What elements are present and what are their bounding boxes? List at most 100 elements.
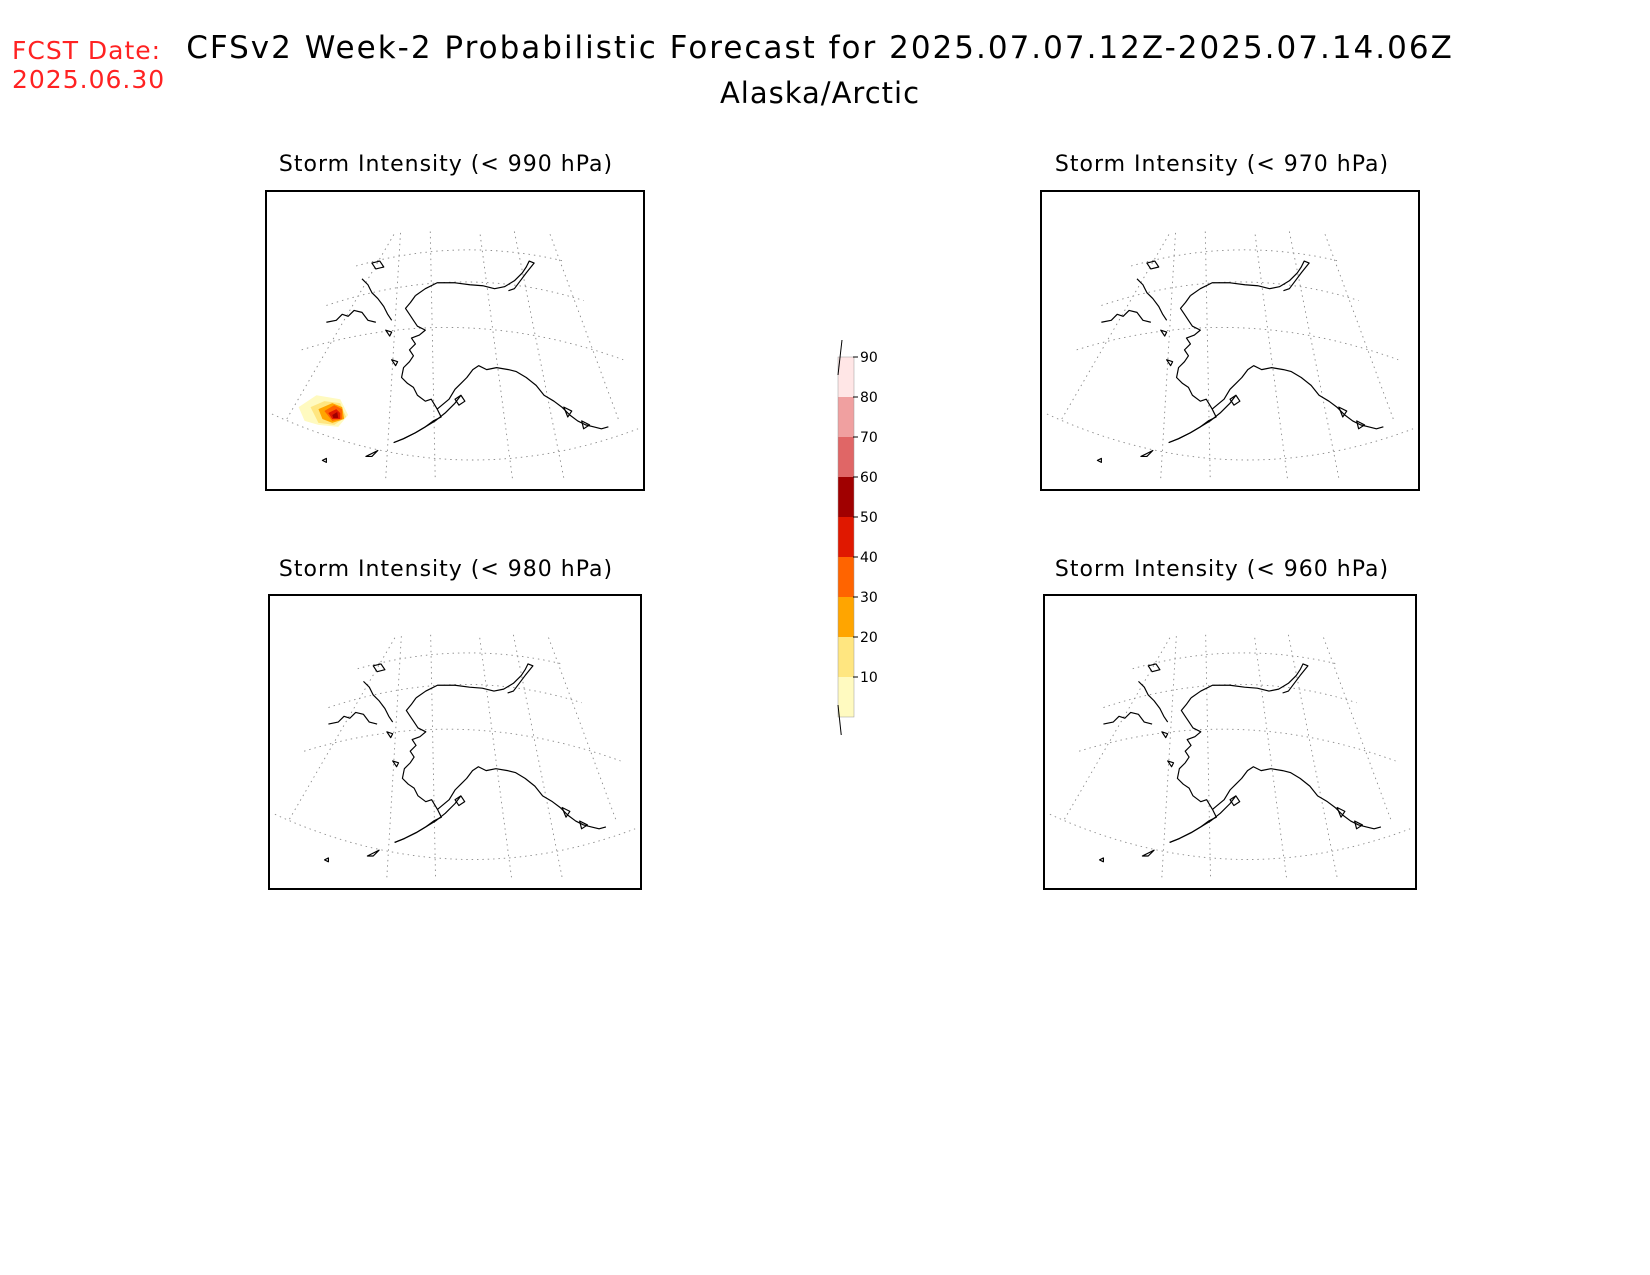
coastline — [561, 806, 571, 818]
lat-lon-gridline — [274, 813, 636, 860]
map-panel-990 — [265, 190, 645, 491]
coastline — [1229, 394, 1241, 406]
coastline — [1146, 260, 1160, 270]
coastline — [363, 680, 394, 723]
lat-lon-gridline — [1287, 634, 1338, 878]
coastline — [326, 309, 376, 323]
coastline — [1169, 697, 1217, 843]
lat-lon-gridline — [357, 652, 563, 670]
alaska-map-970 — [1046, 231, 1414, 479]
page-subtitle: Alaska/Arctic — [719, 76, 921, 110]
colorbar-swatch — [838, 357, 854, 397]
coastline — [361, 278, 393, 321]
coastline — [1101, 309, 1151, 323]
coastline — [1161, 731, 1169, 739]
lat-lon-gridline — [1046, 413, 1414, 461]
panel-title-960: Storm Intensity (< 960 hPa) — [1054, 557, 1390, 582]
colorbar-swatch — [838, 557, 854, 597]
coastline — [1169, 795, 1237, 843]
lat-lon-gridline — [429, 231, 436, 479]
lat-lon-gridline — [1323, 231, 1394, 420]
coastline — [385, 329, 393, 337]
colorbar-swatch — [838, 517, 854, 557]
probability-contour-60 — [332, 412, 339, 418]
coastline — [1190, 663, 1309, 699]
lat-lon-gridline — [1254, 231, 1288, 479]
coastline — [1147, 663, 1161, 673]
lat-lon-gridline — [547, 634, 617, 820]
colorbar-outline — [837, 356, 855, 718]
lat-lon-gridline — [478, 634, 512, 878]
lat-lon-gridline — [301, 327, 624, 361]
coastline — [454, 795, 466, 807]
alaska-map-990 — [271, 231, 639, 479]
panel-title-990: Storm Intensity (< 990 hPa) — [278, 152, 614, 177]
lat-lon-gridline — [1101, 281, 1359, 306]
lat-lon-gridline — [1049, 813, 1411, 860]
colorbar-tick-label: 30 — [860, 590, 878, 606]
colorbar-tick-label: 20 — [860, 630, 878, 646]
colorbar-tick-label: 50 — [860, 510, 878, 526]
coastline — [393, 394, 462, 444]
colorbar-tick-label: 10 — [860, 670, 878, 686]
coastline — [1166, 359, 1174, 367]
coastline — [394, 697, 442, 843]
lat-lon-gridline — [1076, 327, 1399, 361]
alaska-map-980 — [274, 634, 636, 878]
lat-lon-gridline — [479, 231, 513, 479]
forecast-date-label: FCST Date: 2025.06.30 — [12, 36, 165, 94]
colorbar-tick-label: 40 — [860, 550, 878, 566]
coastline — [328, 711, 378, 725]
panel-title-980: Storm Intensity (< 980 hPa) — [278, 557, 614, 582]
lat-lon-gridline — [1078, 728, 1396, 762]
coastline — [1103, 711, 1153, 725]
coastline — [563, 406, 573, 418]
lat-lon-gridline — [1130, 249, 1339, 267]
lat-lon-gridline — [1205, 634, 1211, 878]
lat-lon-gridline — [1204, 231, 1211, 479]
lat-lon-gridline — [1288, 231, 1340, 479]
coastline — [1098, 857, 1105, 863]
coastline — [1190, 260, 1310, 297]
coastline — [579, 820, 589, 830]
coastline — [386, 731, 394, 739]
coastline — [1336, 806, 1346, 818]
colorbar-tick-label: 90 — [860, 350, 878, 366]
coastline — [415, 663, 534, 699]
coastline — [371, 260, 385, 270]
lat-lon-gridline — [1132, 652, 1338, 670]
colorbar-swatch — [838, 477, 854, 517]
coastline — [1356, 420, 1366, 430]
coastline — [1138, 680, 1169, 723]
lat-lon-gridline — [1103, 684, 1357, 708]
coastline — [581, 420, 591, 430]
coastline — [454, 394, 466, 406]
coastline — [392, 760, 400, 768]
coastline — [366, 849, 380, 857]
colorbar-tick-label: 60 — [860, 470, 878, 486]
coastline — [1168, 295, 1217, 444]
map-panel-960 — [1043, 594, 1417, 890]
coastline — [1167, 760, 1175, 768]
map-panel-980 — [268, 594, 642, 890]
coastline — [1141, 849, 1155, 857]
forecast-date-value: 2025.06.30 — [12, 65, 166, 94]
coastline — [1168, 394, 1237, 444]
coastline — [1229, 795, 1241, 807]
lat-lon-gridline — [1061, 231, 1172, 420]
lat-lon-gridline — [289, 634, 397, 820]
lat-lon-gridline — [1253, 634, 1287, 878]
probability-colorbar: 10 20 30 40 50 60 70 80 90 — [837, 339, 878, 735]
colorbar-swatch — [838, 677, 854, 717]
coastline — [1140, 449, 1154, 458]
coastline — [1136, 278, 1168, 321]
coastline — [1160, 329, 1168, 337]
page-title: CFSv2 Week-2 Probabilistic Forecast for … — [186, 30, 1454, 66]
lat-lon-gridline — [512, 634, 563, 878]
coastline — [415, 260, 535, 297]
colorbar-swatch — [838, 597, 854, 637]
colorbar-top-arrow — [837, 339, 843, 376]
coastline — [391, 359, 399, 367]
lat-lon-gridline — [430, 634, 436, 878]
coastline — [323, 857, 330, 863]
